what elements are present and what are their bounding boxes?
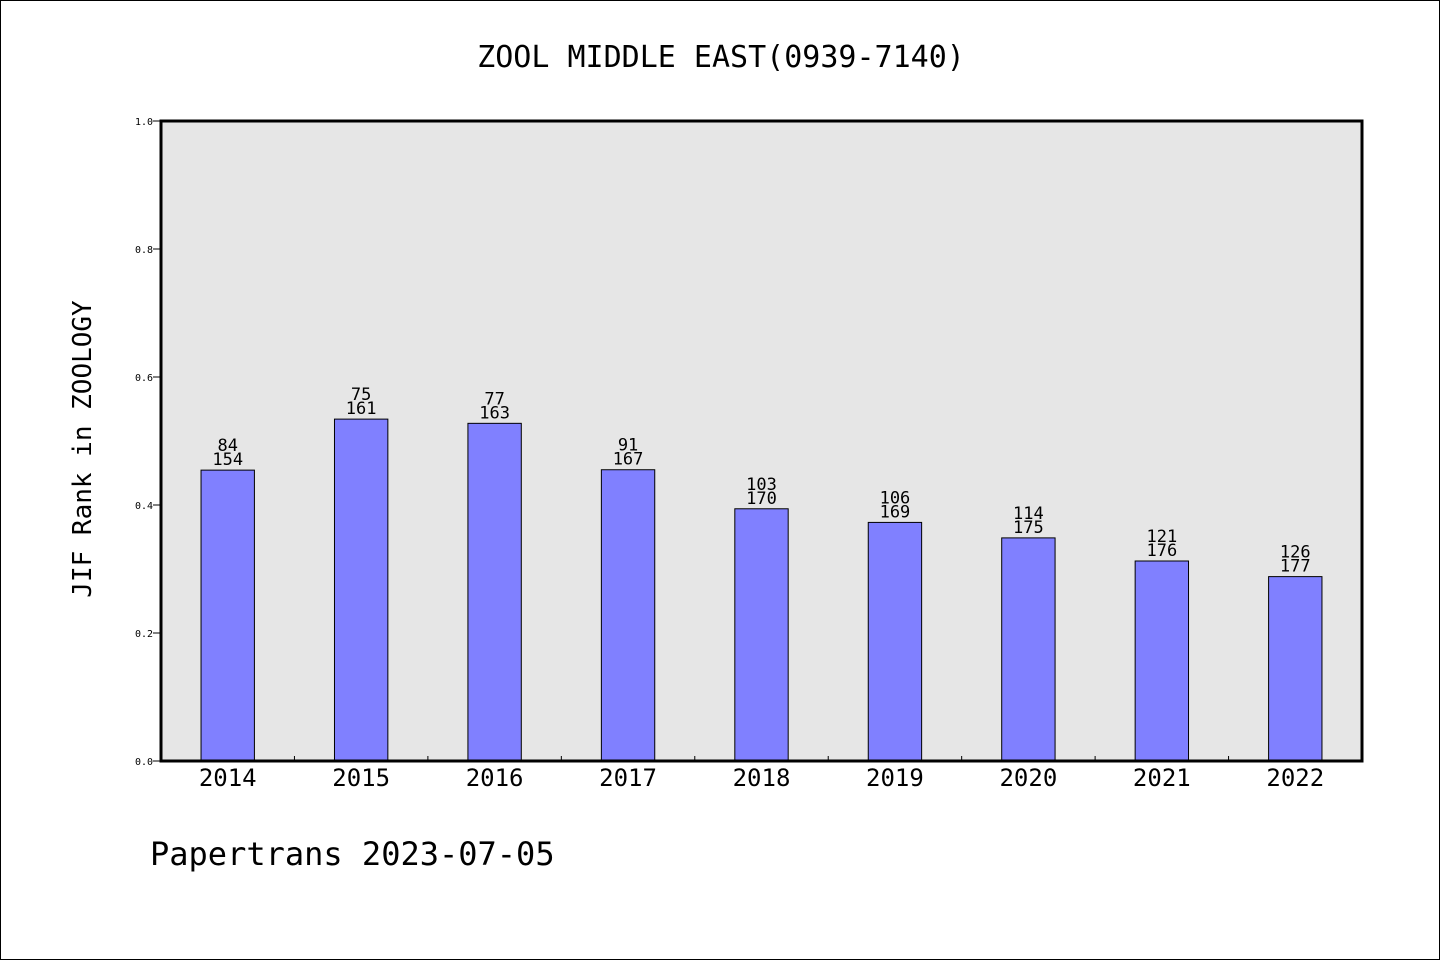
bar-total-label: 169 — [880, 502, 911, 522]
bar — [600, 469, 656, 762]
footer-text: Papertrans 2023-07-05 — [150, 835, 555, 873]
bar — [200, 469, 255, 762]
bar-total-label: 170 — [746, 489, 777, 509]
bar — [333, 418, 389, 762]
y-tick-label: 0.2 — [135, 629, 153, 640]
bar-rank-label: 75 — [351, 385, 371, 405]
y-axis-label: JIF Rank in ZOOLOGY — [68, 300, 98, 598]
x-tick-label: 2021 — [1133, 764, 1191, 792]
x-axis: 2014 2015 2016 2017 2018 2019 2020 2021 2022 — [199, 756, 1324, 792]
y-tick-label: 0.0 — [135, 757, 153, 768]
bar-total-label: 177 — [1280, 557, 1311, 577]
bar — [1001, 537, 1056, 762]
bar-rank-label: 77 — [484, 389, 504, 409]
bar-rank-label: 91 — [618, 436, 638, 456]
bar-rank-label: 84 — [217, 436, 237, 456]
bar-rank-label: 114 — [1013, 504, 1044, 524]
bar-rank-label: 126 — [1280, 543, 1311, 563]
y-axis: 0.0 0.2 0.4 0.6 0.8 1.0 — [135, 117, 161, 768]
chart-title: ZOOL MIDDLE EAST(0939-7140) — [477, 40, 965, 75]
bar — [1134, 560, 1190, 762]
y-tick-label: 0.6 — [135, 373, 153, 384]
bar-rank-label: 121 — [1146, 527, 1177, 547]
plot-border — [159, 119, 1364, 763]
bar-total-label: 161 — [346, 399, 377, 419]
x-tick-label: 2022 — [1266, 764, 1324, 792]
bar — [467, 422, 522, 762]
bar — [1268, 576, 1323, 762]
bar-total-label: 167 — [613, 450, 644, 470]
bar — [867, 521, 923, 762]
bar-total-label: 163 — [479, 403, 510, 423]
bar-total-label: 175 — [1013, 518, 1044, 538]
bar-rank-label: 103 — [746, 475, 777, 495]
y-tick-label: 1.0 — [135, 117, 153, 128]
x-tick-label: 2018 — [733, 764, 791, 792]
bar — [734, 508, 789, 762]
x-tick-label: 2016 — [466, 764, 524, 792]
y-tick-label: 0.4 — [135, 501, 153, 512]
x-tick-label: 2014 — [199, 764, 257, 792]
x-tick-label: 2020 — [999, 764, 1057, 792]
x-tick-label: 2015 — [332, 764, 390, 792]
y-tick-label: 0.8 — [135, 245, 153, 256]
x-tick-label: 2019 — [866, 764, 924, 792]
bar-total-label: 154 — [212, 450, 243, 470]
bar-rank-label: 106 — [880, 488, 911, 508]
x-tick-label: 2017 — [599, 764, 657, 792]
bar-total-label: 176 — [1146, 541, 1177, 561]
